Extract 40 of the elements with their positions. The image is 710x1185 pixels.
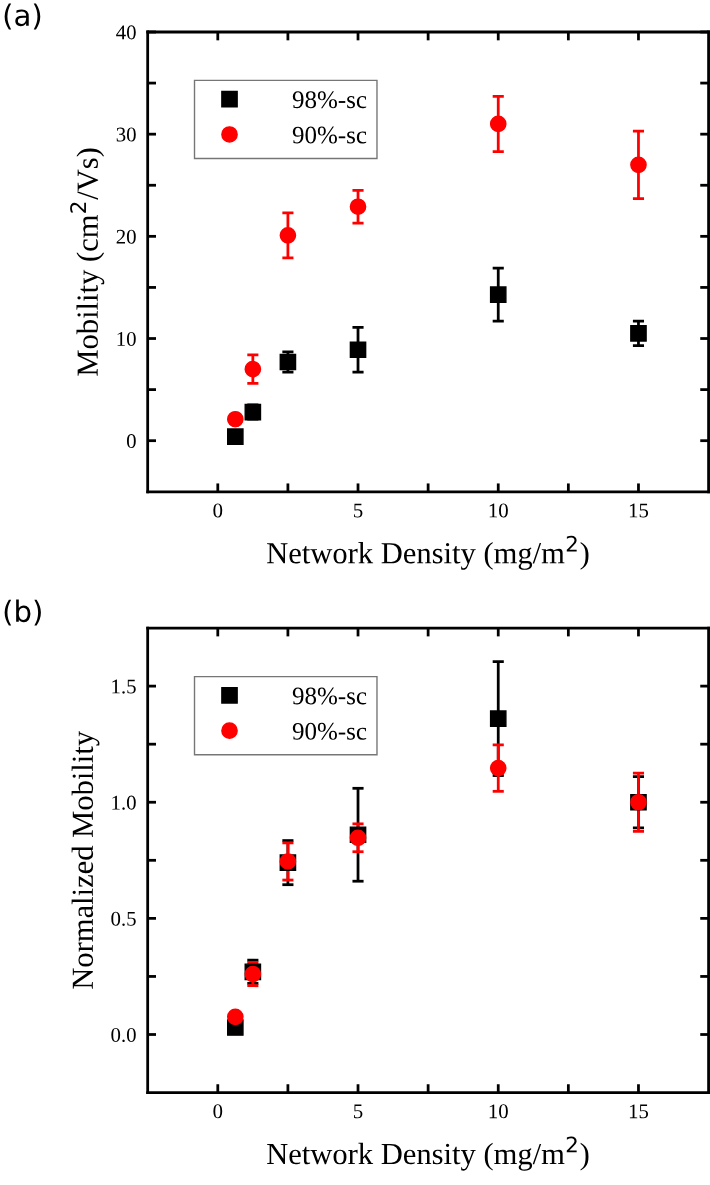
legend-label: 90%-sc <box>292 722 367 740</box>
y-tick-label: 0 <box>126 434 136 449</box>
legend-label: 98%-sc <box>292 91 367 109</box>
y-tick-label: 10 <box>117 331 136 346</box>
chart-title: (b) <box>4 599 41 626</box>
point <box>349 341 367 359</box>
chart-title: (a) <box>4 3 41 30</box>
point <box>489 286 507 303</box>
legend-label: 90%-sc <box>292 126 367 144</box>
x-tick-label: 15 <box>629 1104 649 1119</box>
x-tick-label: 0 <box>213 503 223 518</box>
y-tick-label: 30 <box>116 127 136 142</box>
point <box>489 759 507 777</box>
x-axis-title: Network Density (mg/m$^{2}$) <box>267 1136 589 1171</box>
point <box>489 115 507 133</box>
point <box>630 156 647 174</box>
y-tick-label: 1.5 <box>112 679 136 694</box>
x-tick-label: 0 <box>213 1104 223 1119</box>
point <box>279 226 297 244</box>
y-axis-title: Mobility (cm$^{2}$/Vs) <box>70 148 105 376</box>
y-tick-label: 20 <box>116 229 136 244</box>
x-tick-label: 10 <box>489 1104 508 1119</box>
point <box>226 428 244 445</box>
y-tick-label: 0.5 <box>111 911 136 926</box>
x-tick-label: 5 <box>354 503 363 518</box>
point <box>226 1008 244 1026</box>
point <box>226 410 244 428</box>
x-tick-label: 10 <box>489 503 508 518</box>
x-tick-label: 5 <box>354 1104 363 1119</box>
point <box>349 198 367 216</box>
y-tick-label: 0.0 <box>111 1027 136 1043</box>
point <box>630 325 647 342</box>
point <box>244 360 262 378</box>
x-axis-title: Network Density (mg/m$^{2}$) <box>267 535 589 570</box>
y-tick-label: 40 <box>116 25 136 40</box>
y-tick-label: 1.0 <box>112 795 136 810</box>
legend-label: 98%-sc <box>292 687 367 705</box>
x-tick-label: 15 <box>629 503 649 518</box>
point <box>489 710 507 727</box>
y-axis-title: Normalized Mobility <box>71 731 100 989</box>
